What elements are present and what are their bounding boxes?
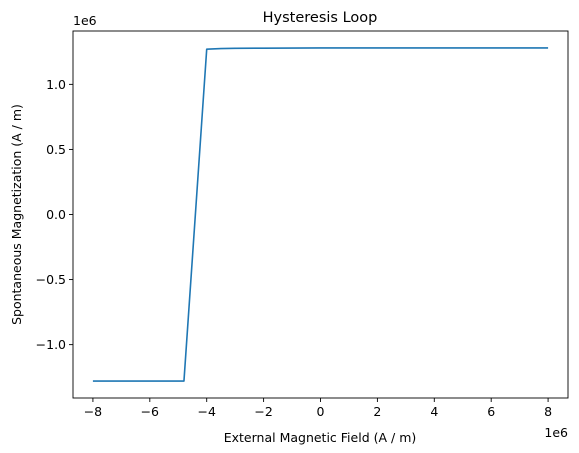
x-tick-label: 2: [373, 404, 381, 419]
y-tick-label: −0.5: [36, 272, 66, 287]
x-tick-label: 8: [544, 404, 552, 419]
y-tick-label: 0.0: [46, 207, 66, 222]
x-tick-label: −8: [84, 404, 102, 419]
x-tick-label: 0: [317, 404, 325, 419]
y-tick-label: 0.5: [46, 142, 66, 157]
y-offset-label: 1e6: [73, 13, 97, 28]
chart-title: Hysteresis Loop: [263, 10, 378, 26]
x-offset-label: 1e6: [544, 425, 568, 440]
x-tick-label: 4: [430, 404, 438, 419]
plot-frame: [72, 30, 569, 399]
x-tick-label: −6: [141, 404, 159, 419]
x-tick-label: −4: [197, 404, 215, 419]
y-tick-label: −1.0: [36, 337, 66, 352]
x-tick-label: 6: [487, 404, 495, 419]
y-tick-label: 1.0: [46, 77, 66, 92]
series-line: [92, 47, 549, 382]
y-axis-label: Spontaneous Magnetization (A / m): [9, 104, 24, 325]
x-tick-label: −2: [254, 404, 272, 419]
x-axis-label: External Magnetic Field (A / m): [224, 430, 417, 445]
